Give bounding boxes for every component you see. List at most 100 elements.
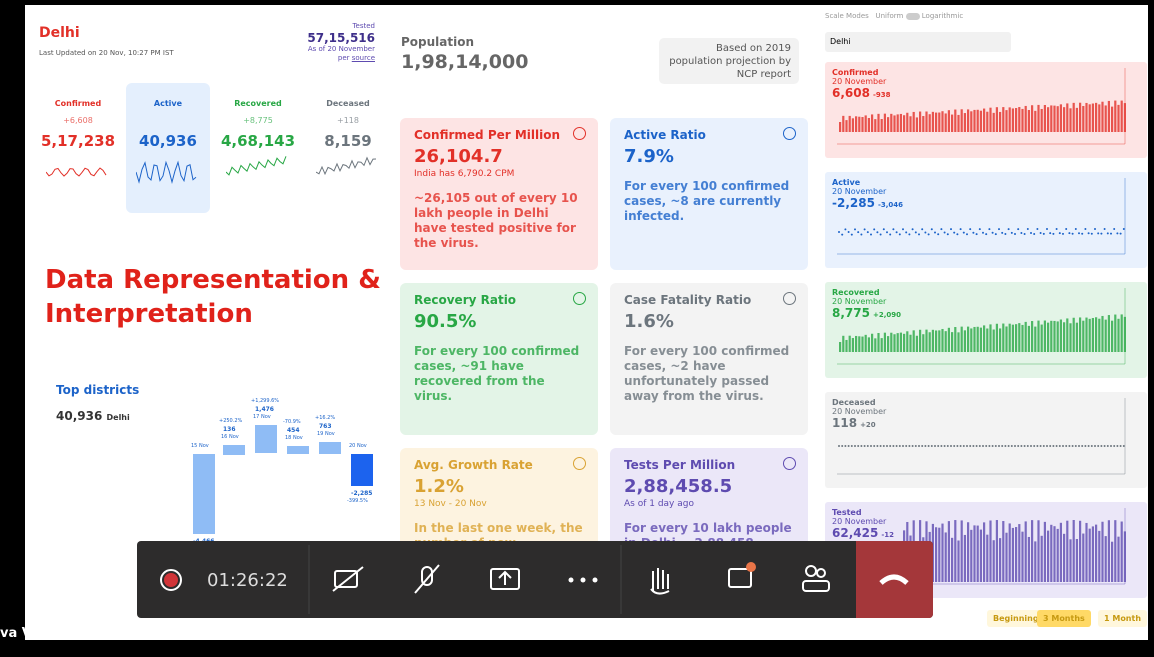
waterfall-date: 15 Nov (191, 443, 209, 449)
panel-dot (940, 228, 943, 231)
panel-bar (1123, 316, 1126, 352)
level-value: 5,17,238 (40, 132, 116, 150)
waterfall-date: 16 Nov (221, 434, 239, 440)
panel-bar (1088, 528, 1091, 582)
range-button[interactable]: 1 Month (1098, 610, 1148, 627)
panel-dot (886, 231, 888, 234)
panel-bar (1072, 102, 1075, 132)
panel-bar (1082, 106, 1085, 132)
level-delta: +8,775 (243, 116, 273, 125)
dropdown[interactable]: Delhi (825, 32, 1011, 52)
panel-bar (909, 334, 912, 352)
value: 8,775 (832, 306, 870, 320)
level-label: Recovered (234, 99, 282, 108)
delta: +2,090 (872, 311, 901, 319)
panel-dot (1023, 445, 1026, 447)
panel-bar (1034, 110, 1037, 132)
card-sub: 13 Nov - 20 Nov (414, 499, 487, 509)
uniform[interactable]: Uniform (875, 12, 904, 20)
panel-dot (905, 231, 908, 234)
waterfall-date: 20 Nov (349, 443, 367, 449)
panel-bar (922, 116, 925, 132)
panel-bar (938, 330, 941, 352)
logarithmic[interactable]: Logarithmic (921, 12, 964, 20)
population-label: Population (401, 35, 475, 49)
panel-dot (873, 228, 876, 231)
panel-bar (845, 339, 848, 352)
panel-dot (1110, 445, 1112, 447)
timeseries-panel: Active 20 November -2,285 -3,046 (825, 172, 1147, 268)
panel-bar (979, 327, 982, 352)
waterfall-bar (287, 446, 309, 454)
panel-bar (967, 326, 970, 352)
card-title: Case Fatality Ratio (624, 293, 752, 307)
panel-dot (959, 228, 962, 231)
panel-bar (1063, 107, 1066, 132)
toggle[interactable] (905, 12, 920, 20)
panel-dot (1052, 232, 1055, 235)
level-label: Active (153, 99, 183, 108)
tested-source: per source (338, 54, 375, 62)
panel-bar (1098, 530, 1101, 582)
panel-bar (1021, 324, 1024, 352)
range-button[interactable]: Beginning (987, 610, 1045, 627)
panel-bar (909, 116, 912, 132)
screen: Delhi Last Updated on 20 Nov, 10:27 PM I… (25, 5, 1148, 640)
panel-date: 20 November (832, 297, 887, 306)
panel-dot (943, 231, 946, 234)
panel-bar (973, 326, 976, 352)
panel-dot (940, 445, 943, 447)
timeseries-panel: Confirmed 20 November 6,608 -938 (825, 62, 1147, 158)
panel-bar (970, 328, 973, 352)
card-value: 7.9% (624, 146, 674, 167)
panel-dot (1033, 232, 1036, 235)
panel-dot (1062, 232, 1064, 235)
card-value: 1.6% (624, 311, 674, 332)
panel-bar (883, 113, 886, 132)
panel-dot (1004, 233, 1007, 236)
info-icon (573, 292, 586, 305)
panel-dot (956, 233, 959, 236)
panel-bar (992, 112, 995, 132)
panel-bar (1047, 107, 1050, 132)
panel-bar (1098, 318, 1101, 352)
panel-bar (842, 115, 845, 132)
panel-bar (941, 111, 944, 132)
panel-bar (867, 117, 870, 132)
panel-bar (1050, 105, 1053, 132)
panel-bar (954, 520, 957, 582)
panel-dot (1055, 445, 1058, 447)
panel-dot (924, 445, 927, 447)
panel-dot (1078, 232, 1080, 235)
panel-bar (874, 338, 877, 352)
panel-bar (989, 107, 992, 132)
population: 1,98,14,000 (401, 51, 529, 73)
panel-dot (978, 228, 981, 231)
source-link[interactable]: source (351, 54, 375, 62)
panel-bar (1107, 520, 1110, 582)
range-button[interactable]: 3 Months (1037, 610, 1091, 627)
panel-bar (960, 520, 963, 582)
panel-bar (1069, 539, 1072, 582)
panel-dot (1058, 445, 1061, 447)
delta: -12 (881, 531, 894, 539)
updated: Last Updated on 20 Nov, 10:27 PM IST (39, 49, 174, 57)
panel-bar (1059, 522, 1062, 582)
panel-bar (1101, 101, 1104, 132)
card-desc: For every 100 confirmed cases, ~8 are cu… (624, 179, 790, 223)
waterfall-pct: +1,299.6% (251, 398, 280, 404)
panel-bar (899, 332, 902, 352)
value: -2,285 (832, 196, 875, 210)
panel-bar (903, 115, 906, 132)
overlay-title: Data Representation & Interpretation (45, 265, 381, 329)
panel-title: Confirmed (832, 68, 879, 77)
panel-dot (978, 445, 981, 447)
panel-bar (1002, 323, 1005, 352)
panel-bar (1027, 325, 1030, 352)
panel-bar (1037, 104, 1040, 132)
panel-dot (1074, 228, 1077, 231)
panel-bar (983, 108, 986, 132)
panel-dot (1071, 445, 1074, 447)
panel-bar (912, 330, 915, 352)
panel-bar (1059, 319, 1062, 352)
